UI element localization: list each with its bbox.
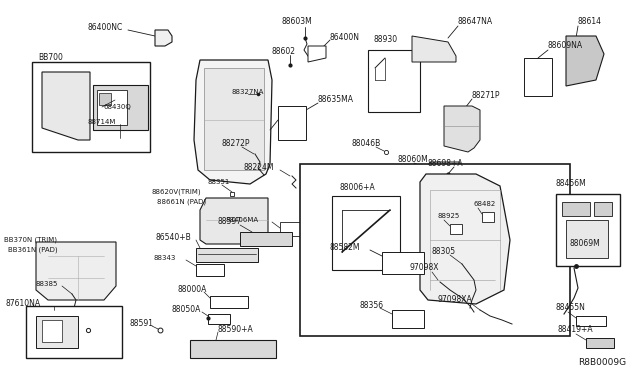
Text: 88050A: 88050A: [172, 305, 202, 314]
Text: 86400NC: 86400NC: [88, 23, 124, 32]
Text: 88455N: 88455N: [556, 304, 586, 312]
Text: 88698+A: 88698+A: [428, 160, 463, 169]
Text: 97098XA: 97098XA: [438, 295, 473, 305]
Text: 88419+A: 88419+A: [558, 326, 594, 334]
Text: 68430Q: 68430Q: [103, 104, 131, 110]
Text: 88060M: 88060M: [398, 155, 429, 164]
Text: 88597: 88597: [218, 218, 242, 227]
Text: 88343: 88343: [154, 255, 177, 261]
Bar: [576, 316, 606, 326]
Text: 88271P: 88271P: [472, 90, 500, 99]
Polygon shape: [42, 72, 90, 140]
Bar: [482, 212, 494, 222]
Bar: [586, 338, 614, 348]
Polygon shape: [36, 242, 116, 300]
Bar: [36, 316, 78, 348]
Text: 87610NA: 87610NA: [6, 299, 41, 308]
Text: 88224M: 88224M: [244, 164, 275, 173]
Bar: [332, 196, 400, 270]
Text: 88635MA: 88635MA: [318, 96, 354, 105]
Text: 88327NA: 88327NA: [232, 89, 264, 95]
Text: 88602: 88602: [272, 48, 296, 57]
Text: BB370N (TRIM): BB370N (TRIM): [4, 237, 57, 243]
Text: 88582M: 88582M: [330, 244, 360, 253]
Bar: [368, 50, 420, 112]
Text: 88620V(TRIM): 88620V(TRIM): [152, 189, 202, 195]
Bar: [240, 232, 292, 246]
Text: 88456M: 88456M: [556, 180, 587, 189]
Bar: [99, 93, 111, 105]
Bar: [392, 310, 424, 328]
Bar: [382, 252, 424, 274]
Text: 88385: 88385: [36, 281, 58, 287]
Bar: [566, 220, 608, 258]
Text: 88351: 88351: [208, 179, 230, 185]
Polygon shape: [412, 36, 456, 62]
Text: 88406MA: 88406MA: [226, 217, 259, 223]
Bar: [556, 194, 620, 266]
Bar: [450, 224, 462, 234]
Text: 88647NA: 88647NA: [458, 17, 493, 26]
Text: 88272P: 88272P: [222, 140, 250, 148]
Text: 97098X: 97098X: [410, 263, 440, 273]
Text: 88590+A: 88590+A: [218, 326, 253, 334]
Text: 88305: 88305: [432, 247, 456, 257]
Polygon shape: [566, 36, 604, 86]
Bar: [208, 314, 230, 324]
Bar: [196, 264, 224, 276]
Text: 88046B: 88046B: [352, 140, 381, 148]
Text: 86540+B: 86540+B: [156, 234, 192, 243]
Polygon shape: [194, 60, 272, 184]
Text: 88609NA: 88609NA: [548, 42, 583, 51]
Text: 88000A: 88000A: [178, 285, 207, 295]
Text: 88614: 88614: [578, 17, 602, 26]
Bar: [97, 90, 127, 125]
Bar: [196, 248, 258, 262]
Bar: [594, 202, 612, 216]
Text: R8B0009G: R8B0009G: [578, 358, 626, 367]
Polygon shape: [200, 198, 268, 244]
Text: 88603M: 88603M: [282, 17, 313, 26]
Bar: [562, 202, 590, 216]
Polygon shape: [420, 174, 510, 304]
Bar: [190, 340, 276, 358]
Text: 86400N: 86400N: [330, 33, 360, 42]
Polygon shape: [93, 85, 148, 130]
Bar: [26, 306, 122, 358]
Bar: [278, 106, 306, 140]
Bar: [210, 296, 248, 308]
Polygon shape: [155, 30, 172, 46]
Text: 88069M: 88069M: [570, 240, 601, 248]
Polygon shape: [308, 46, 326, 62]
Text: 88006+A: 88006+A: [340, 183, 376, 192]
Text: 88930: 88930: [374, 35, 398, 45]
Text: BB361N (PAD): BB361N (PAD): [8, 247, 58, 253]
Bar: [524, 58, 552, 96]
Polygon shape: [204, 68, 264, 170]
Text: 88925: 88925: [438, 213, 460, 219]
Text: 88714M: 88714M: [88, 119, 116, 125]
Bar: [300, 164, 570, 336]
Text: 88356: 88356: [360, 301, 384, 311]
Polygon shape: [444, 106, 480, 152]
Bar: [32, 62, 150, 152]
Text: 88591: 88591: [130, 320, 154, 328]
Bar: [42, 320, 62, 342]
Bar: [280, 222, 302, 236]
Text: BB700: BB700: [38, 52, 63, 61]
Polygon shape: [430, 162, 460, 186]
Text: 88661N (PAD): 88661N (PAD): [157, 199, 206, 205]
Text: 68482: 68482: [474, 201, 496, 207]
